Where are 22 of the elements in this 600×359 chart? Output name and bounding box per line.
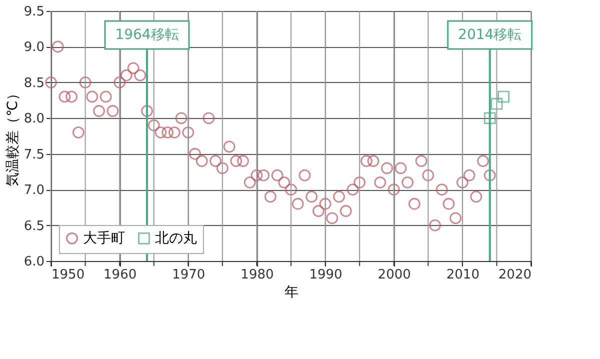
legend-label: 北の丸 bbox=[155, 230, 197, 246]
x-tick-label: 1980 bbox=[240, 268, 274, 282]
x-tick-label: 1990 bbox=[309, 268, 342, 282]
legend-label: 大手町 bbox=[83, 230, 125, 246]
y-tick-label: 6.5 bbox=[24, 218, 44, 234]
x-tick-label: 2000 bbox=[378, 268, 411, 282]
x-tick-label: 1960 bbox=[104, 268, 137, 282]
x-tick-label: 2010 bbox=[446, 268, 480, 282]
x-tick-label: 1970 bbox=[172, 268, 206, 282]
x-tick-label: 2020 bbox=[498, 268, 532, 282]
y-tick-label: 8.5 bbox=[24, 76, 44, 91]
y-tick-label: 8.0 bbox=[24, 112, 44, 127]
x-axis-title: 年 bbox=[284, 284, 298, 300]
y-tick-label: 7.5 bbox=[24, 147, 44, 162]
ref-line-label: 2014移転 bbox=[458, 27, 522, 43]
y-tick-label: 9.5 bbox=[24, 4, 44, 20]
ref-line-label: 1964移転 bbox=[115, 27, 179, 43]
y-tick-label: 7.0 bbox=[24, 183, 44, 198]
y-tick-label: 9.0 bbox=[24, 40, 44, 56]
y-tick-label: 6.0 bbox=[24, 254, 44, 270]
y-axis-title: 気温較差（℃） bbox=[4, 86, 21, 186]
x-tick-label: 1950 bbox=[52, 268, 85, 282]
